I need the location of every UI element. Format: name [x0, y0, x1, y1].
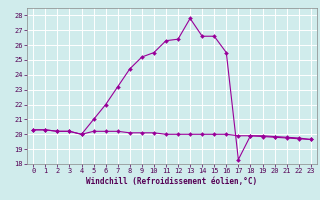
- X-axis label: Windchill (Refroidissement éolien,°C): Windchill (Refroidissement éolien,°C): [86, 177, 258, 186]
